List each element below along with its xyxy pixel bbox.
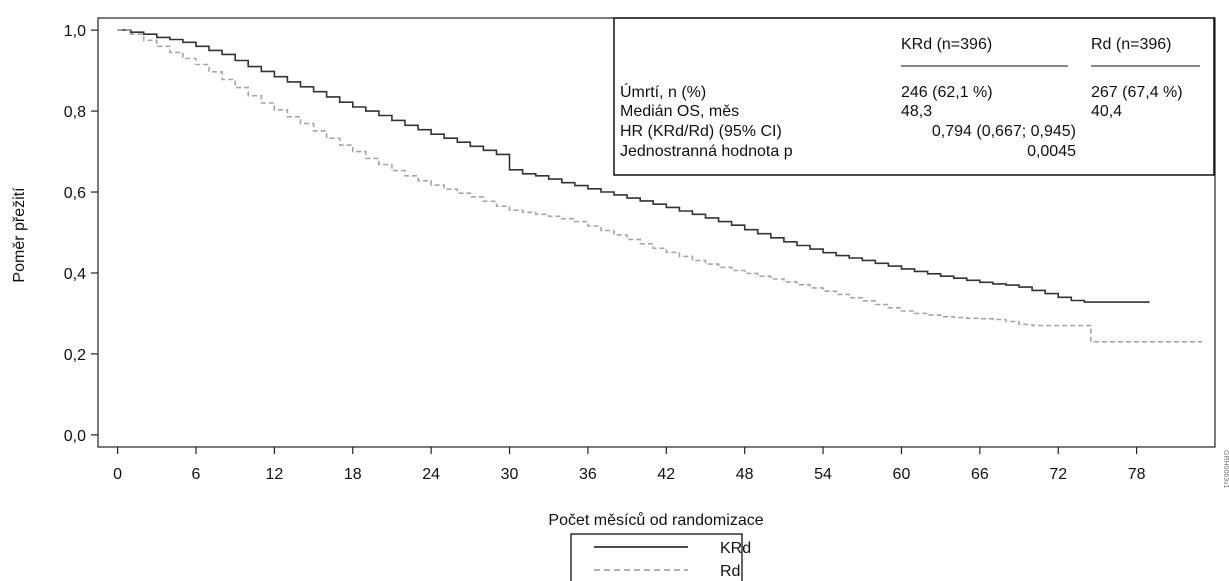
x-tick-label: 54: [814, 466, 832, 483]
table-cell-krd: 246 (62,1 %): [901, 84, 993, 101]
legend-label-krd: KRd: [720, 540, 751, 557]
x-tick-label: 48: [736, 466, 754, 483]
legend-label-rd: Rd: [720, 563, 740, 580]
x-tick-label: 72: [1049, 466, 1067, 483]
series-line-rd: [117, 29, 1202, 343]
table-row-label: Úmrtí, n (%): [620, 82, 706, 101]
table-row-label: Jednostranná hodnota p: [620, 143, 793, 160]
x-tick-label: 0: [113, 466, 122, 483]
x-axis-title: Počet měsíců od randomizace: [548, 511, 763, 529]
series-layer: [117, 29, 1202, 343]
series-line-krd: [117, 29, 1150, 303]
table-row-label: Medián OS, měs: [620, 103, 739, 120]
figure-code: GRH0063v1: [1222, 450, 1229, 489]
x-tick-label: 36: [579, 466, 597, 483]
y-tick-label: 0,8: [64, 104, 86, 121]
table-cell-hr: 0,794 (0,667; 0,945): [932, 123, 1076, 140]
stats-table: KRd (n=396) Rd (n=396) Úmrtí, n (%) 246 …: [613, 17, 1215, 176]
table-cell-krd: 48,3: [901, 103, 932, 120]
y-tick-label: 0,4: [64, 266, 86, 283]
legend-frame: [570, 533, 743, 581]
x-tick-label: 60: [893, 466, 911, 483]
x-tick-label: 42: [657, 466, 675, 483]
x-axis: 0 6 12 18 24 30 36 42 48 54 60 66 72 78: [113, 447, 1146, 483]
table-row-label: HR (KRd/Rd) (95% CI): [620, 123, 782, 140]
x-tick-label: 18: [344, 466, 362, 483]
y-tick-label: 0,6: [64, 185, 86, 202]
y-tick-label: 1,0: [64, 23, 86, 40]
y-tick-label: 0,0: [64, 428, 86, 445]
table-header-rd: Rd (n=396): [1091, 36, 1172, 53]
x-tick-label: 6: [192, 466, 201, 483]
table-cell-rd: 40,4: [1091, 103, 1122, 120]
legend: KRd Rd: [570, 533, 751, 581]
x-tick-label: 66: [971, 466, 989, 483]
y-axis: 0,0 0,2 0,4 0,6 0,8 1,0: [64, 23, 98, 445]
x-tick-label: 24: [422, 466, 440, 483]
table-cell-pvalue: 0,0045: [1027, 143, 1076, 160]
x-tick-label: 30: [501, 466, 519, 483]
x-tick-label: 12: [265, 466, 283, 483]
table-header-krd: KRd (n=396): [901, 36, 992, 53]
y-axis-title: Poměr přežití: [11, 187, 28, 283]
y-tick-label: 0,2: [64, 347, 86, 364]
stats-table-frame: [613, 17, 1215, 176]
table-cell-rd: 267 (67,4 %): [1091, 84, 1183, 101]
x-tick-label: 78: [1128, 466, 1146, 483]
